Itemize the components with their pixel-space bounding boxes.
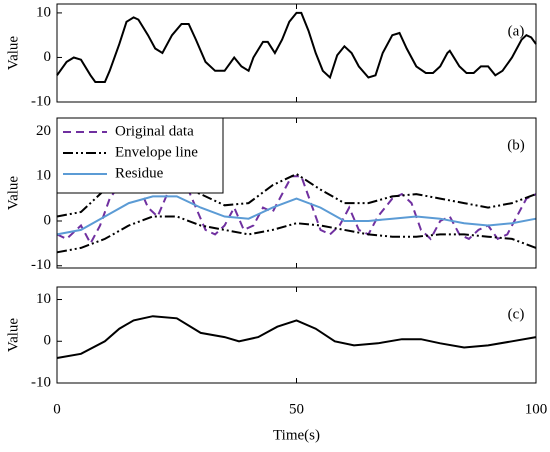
- legend-label: Residue: [115, 165, 164, 181]
- axes-frame: [56, 3, 537, 103]
- y-axis-label: Value: [5, 176, 21, 210]
- legend-box: [56, 117, 224, 194]
- panel-label: (b): [507, 137, 525, 153]
- y-tick-label: 10: [36, 291, 51, 307]
- y-tick-label: 10: [36, 4, 51, 20]
- y-tick-label: 0: [44, 333, 52, 349]
- y-tick-label: 0: [44, 212, 52, 228]
- y-axis-label: Value: [5, 318, 21, 352]
- y-tick-label: 0: [44, 49, 52, 65]
- data-line: [56, 315, 537, 359]
- legend-label: Original data: [115, 123, 194, 139]
- x-tick-label: 0: [53, 401, 61, 417]
- y-axis-label: Value: [5, 36, 21, 70]
- x-tick-label: 100: [525, 401, 548, 417]
- y-tick-label: -10: [31, 374, 51, 390]
- y-tick-label: -10: [31, 93, 51, 109]
- y-tick-label: -10: [31, 257, 51, 273]
- data-line: [56, 11, 537, 83]
- data-line: [56, 195, 537, 236]
- y-tick-label: 20: [36, 123, 51, 139]
- x-axis-label: Time(s): [273, 427, 320, 443]
- panel-label: (a): [508, 23, 525, 39]
- axes-frame: [56, 286, 537, 384]
- legend-label: Envelope line: [115, 144, 198, 160]
- x-tick-label: 50: [289, 401, 304, 417]
- data-line-lower: [56, 215, 537, 254]
- y-tick-label: 10: [36, 168, 51, 184]
- panel-label: (c): [508, 306, 525, 322]
